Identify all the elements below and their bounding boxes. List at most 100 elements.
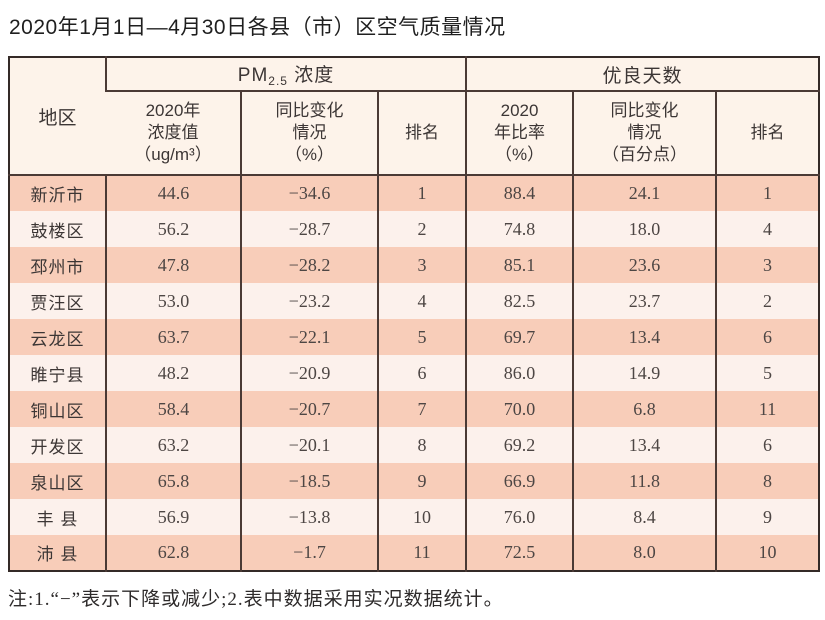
table-body: 新沂市 44.6 −34.6 1 88.4 24.1 1 鼓楼区 56.2 −2… [9, 175, 820, 571]
pm-rank-cell: 11 [376, 535, 467, 571]
pm-value-cell: 62.8 [105, 535, 241, 571]
gd-rank-cell: 10 [715, 535, 820, 571]
pm-change-cell: −34.6 [240, 175, 378, 211]
region-cell: 新沂市 [30, 186, 85, 205]
gd-rate-cell: 86.0 [465, 355, 574, 391]
region-cell: 丰 县 [36, 509, 79, 529]
table-header: 地区 PM2.5 浓度 优良天数 2020年 浓度值 （ug/m³） 同比变化 … [9, 57, 820, 176]
page-title: 2020年1月1日—4月30日各县（市）区空气质量情况 [9, 16, 506, 39]
gd-change-cell: 13.4 [572, 319, 717, 355]
pm-change-cell: −20.1 [240, 427, 378, 463]
pm-rank-cell: 6 [376, 355, 467, 391]
gd-change-cell: 24.1 [572, 175, 717, 211]
table-row: 云龙区 63.7 −22.1 5 69.7 13.4 6 [9, 319, 820, 355]
pm-rank-cell: 9 [376, 463, 467, 499]
pm-value-cell: 48.2 [105, 355, 241, 391]
pm-change-cell: −23.2 [240, 283, 378, 319]
group-header-row: 地区 PM2.5 浓度 优良天数 [9, 57, 820, 176]
pm-change-cell: −20.7 [240, 391, 378, 427]
region-cell: 鼓楼区 [30, 221, 85, 241]
pm-change-cell: −22.1 [240, 319, 378, 355]
table-row: 邳州市 47.8 −28.2 3 85.1 23.6 3 [9, 247, 820, 283]
pm-value-cell: 47.8 [105, 247, 241, 283]
gd-rank-cell: 6 [715, 319, 820, 355]
gd-rank-cell: 8 [715, 463, 820, 499]
region-cell: 铜山区 [30, 401, 85, 421]
pm-value-cell: 53.0 [105, 283, 241, 319]
gd-rate-cell: 66.9 [465, 463, 574, 499]
gd-rank-cell: 4 [715, 211, 820, 247]
gd-change-header: 同比变化 情况 （百分点） [572, 90, 717, 176]
gd-rank-header: 排名 [715, 90, 820, 176]
gd-change-cell: 6.8 [572, 391, 717, 427]
pm-rank-cell: 8 [376, 427, 467, 463]
table-row: 鼓楼区 56.2 −28.7 2 74.8 18.0 4 [9, 211, 820, 247]
pm-value-cell: 65.8 [105, 463, 241, 499]
region-cell: 睢宁县 [30, 365, 85, 385]
region-column-header: 地区 [9, 57, 106, 176]
table-row: 丰 县 56.9 −13.8 10 76.0 8.4 9 [9, 499, 820, 535]
pm-rank-cell: 4 [376, 283, 467, 319]
gd-rank-cell: 1 [715, 175, 820, 211]
pm-change-cell: −13.8 [240, 499, 378, 535]
pm25-group-header: PM2.5 浓度 [104, 57, 467, 91]
air-quality-table: 地区 PM2.5 浓度 优良天数 2020年 浓度值 （ug/m³） 同比变化 … [8, 56, 821, 572]
pm-change-cell: −28.2 [240, 247, 378, 283]
gd-change-cell: 13.4 [572, 427, 717, 463]
gd-change-cell: 11.8 [572, 463, 717, 499]
gd-rate-cell: 85.1 [465, 247, 574, 283]
sub-header-row: 2020年 浓度值 （ug/m³） 同比变化 情况 （%） 排名 2020 年比… [9, 90, 820, 176]
gd-change-cell: 8.4 [572, 499, 717, 535]
pm-change-cell: −28.7 [240, 211, 378, 247]
pm-rank-header: 排名 [376, 90, 467, 176]
gd-rate-cell: 69.2 [465, 427, 574, 463]
gd-rank-cell: 5 [715, 355, 820, 391]
pm-value-cell: 56.2 [105, 211, 241, 247]
gd-rank-cell: 2 [715, 283, 820, 319]
pm-value-cell: 58.4 [105, 391, 241, 427]
pm-value-cell: 56.9 [105, 499, 241, 535]
gd-rank-cell: 3 [715, 247, 820, 283]
pm-value-header: 2020年 浓度值 （ug/m³） [106, 90, 241, 176]
table-row: 开发区 63.2 −20.1 8 69.2 13.4 6 [9, 427, 820, 463]
table-row: 新沂市 44.6 −34.6 1 88.4 24.1 1 [9, 175, 820, 211]
region-cell: 云龙区 [30, 329, 85, 349]
pm-value-cell: 44.6 [105, 175, 241, 211]
pm25-suffix: 浓度 [287, 65, 335, 86]
pm-rank-cell: 10 [376, 499, 467, 535]
pm25-prefix: PM [237, 65, 269, 86]
good-days-group-header: 优良天数 [465, 57, 820, 91]
region-cell: 邳州市 [30, 257, 85, 277]
table-row: 沛 县 62.8 −1.7 11 72.5 8.0 10 [9, 535, 820, 571]
gd-rate-cell: 82.5 [465, 283, 574, 319]
pm-rank-cell: 5 [376, 319, 467, 355]
gd-change-cell: 8.0 [572, 535, 717, 571]
region-cell: 沛 县 [36, 545, 79, 564]
pm-value-cell: 63.2 [105, 427, 241, 463]
pm-rank-cell: 1 [376, 175, 467, 211]
gd-rank-cell: 9 [715, 499, 820, 535]
pm-value-cell: 63.7 [105, 319, 241, 355]
table-row: 睢宁县 48.2 −20.9 6 86.0 14.9 5 [9, 355, 820, 391]
gd-rate-cell: 70.0 [465, 391, 574, 427]
pm-change-cell: −1.7 [240, 535, 378, 571]
gd-rate-cell: 88.4 [465, 175, 574, 211]
pm25-subscript: 2.5 [268, 74, 288, 88]
region-cell: 泉山区 [30, 473, 85, 493]
pm-rank-cell: 2 [376, 211, 467, 247]
gd-change-cell: 14.9 [572, 355, 717, 391]
gd-rank-cell: 11 [715, 391, 820, 427]
gd-change-cell: 23.6 [572, 247, 717, 283]
gd-change-cell: 18.0 [572, 211, 717, 247]
region-cell: 开发区 [30, 437, 85, 457]
table-row: 贾汪区 53.0 −23.2 4 82.5 23.7 2 [9, 283, 820, 319]
pm-change-cell: −18.5 [240, 463, 378, 499]
pm-rank-cell: 3 [376, 247, 467, 283]
region-cell: 贾汪区 [30, 293, 85, 313]
gd-rate-header: 2020 年比率 （%） [465, 90, 574, 176]
gd-rate-cell: 76.0 [465, 499, 574, 535]
gd-rate-cell: 74.8 [465, 211, 574, 247]
footnote: 注:1.“−”表示下降或减少;2.表中数据采用实况数据统计。 [8, 589, 504, 610]
pm-change-cell: −20.9 [240, 355, 378, 391]
